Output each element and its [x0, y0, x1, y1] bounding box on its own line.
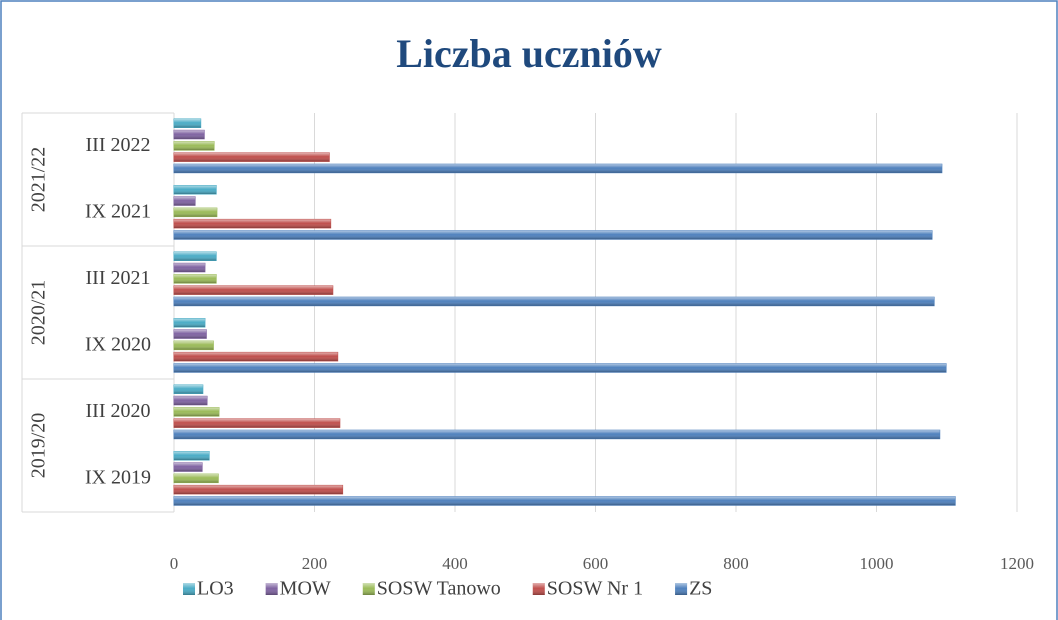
legend-swatch-shade [362, 583, 375, 595]
y-tick-label: III 2022 [86, 134, 151, 156]
bar-shade [174, 363, 947, 373]
bar-group [173, 496, 956, 506]
bar-group [173, 340, 214, 351]
chart-title: Liczba uczniów [396, 31, 662, 76]
bar-shade [174, 462, 203, 472]
bar-group [173, 218, 332, 229]
bar-group [173, 207, 218, 218]
bar-shade [174, 297, 935, 306]
bar-group [173, 262, 206, 273]
bar-group [173, 462, 203, 472]
y-tick-label: III 2021 [86, 267, 151, 289]
bar-group [173, 451, 210, 461]
bar-group [173, 318, 206, 328]
bar-shade [174, 496, 956, 506]
bar-group [173, 429, 941, 440]
bar-shade [174, 474, 219, 483]
legend-swatch-shade [532, 583, 545, 595]
bar-shade [174, 219, 331, 228]
legend-swatch-shade [675, 583, 688, 595]
bar-shade [174, 385, 203, 394]
bar-shade [174, 263, 205, 272]
x-tick-label: 800 [723, 554, 749, 573]
x-tick-label: 1000 [860, 554, 894, 573]
bar-shade [174, 329, 207, 339]
bar-shade [174, 119, 201, 128]
legend-item: SOSW Tanowo [362, 578, 501, 600]
y-tick-label: IX 2019 [85, 466, 151, 488]
bar-shade [174, 485, 343, 494]
bar-shade [174, 208, 217, 217]
legend-item: MOW [265, 578, 331, 600]
x-tick-label: 1200 [1000, 554, 1034, 573]
bar-group [173, 395, 208, 406]
bar-shade [174, 318, 205, 327]
bar-group [173, 351, 339, 362]
bar-shade [174, 152, 330, 162]
bar-shade [174, 285, 333, 295]
legend-label: SOSW Tanowo [377, 578, 501, 600]
bar-shade [174, 430, 940, 439]
legend-swatch-shade [265, 583, 278, 595]
bar-group [173, 363, 947, 373]
y-tick-label: III 2020 [86, 400, 151, 422]
x-tick-label: 400 [442, 554, 468, 573]
x-tick-label: 200 [302, 554, 328, 573]
legend-swatch-shade [183, 583, 195, 595]
bar-group [173, 418, 341, 428]
bar-group [173, 285, 334, 295]
group-label: 2021/22 [28, 147, 50, 213]
bar-shade [174, 130, 205, 139]
legend-item: LO3 [183, 578, 234, 600]
bar-group [173, 196, 196, 206]
bar-group [173, 141, 215, 151]
bar-group [173, 118, 202, 128]
bar-shade [174, 352, 338, 361]
bar-shade [174, 164, 942, 173]
y-tick-label: IX 2020 [85, 333, 151, 355]
bar-group [173, 274, 217, 284]
bar-shade [174, 341, 214, 350]
group-label: 2019/20 [28, 413, 50, 479]
x-tick-label: 600 [583, 554, 609, 573]
bar-group [173, 484, 344, 495]
bar-group [173, 296, 935, 307]
legend-label: MOW [280, 578, 331, 600]
bar-shade [174, 418, 340, 428]
group-label: 2020/21 [28, 280, 50, 346]
legend-item: SOSW Nr 1 [532, 578, 643, 600]
bar-group [173, 152, 330, 162]
legend-item: ZS [675, 578, 712, 600]
bar-group [173, 230, 933, 240]
legend-label: SOSW Nr 1 [547, 578, 643, 600]
bar-group [173, 129, 205, 140]
bar-group [173, 251, 217, 261]
legend-label: ZS [689, 578, 712, 600]
bar-shade [174, 407, 219, 417]
bar-group [173, 384, 204, 394]
bar-shade [174, 252, 217, 261]
bar-shade [174, 185, 217, 194]
bar-group [173, 185, 217, 195]
bar-group [173, 407, 220, 417]
y-tick-label: IX 2021 [85, 200, 151, 222]
bar-shade [174, 141, 215, 151]
bar-shade [174, 230, 932, 240]
x-tick-label: 0 [170, 554, 179, 573]
bar-shade [174, 396, 208, 405]
bar-shade [174, 274, 217, 284]
bar-shade [174, 196, 196, 206]
bar-group [173, 163, 943, 174]
legend-label: LO3 [197, 578, 234, 600]
bar-group [173, 473, 219, 484]
bar-shade [174, 451, 210, 460]
bar-group [173, 329, 207, 339]
